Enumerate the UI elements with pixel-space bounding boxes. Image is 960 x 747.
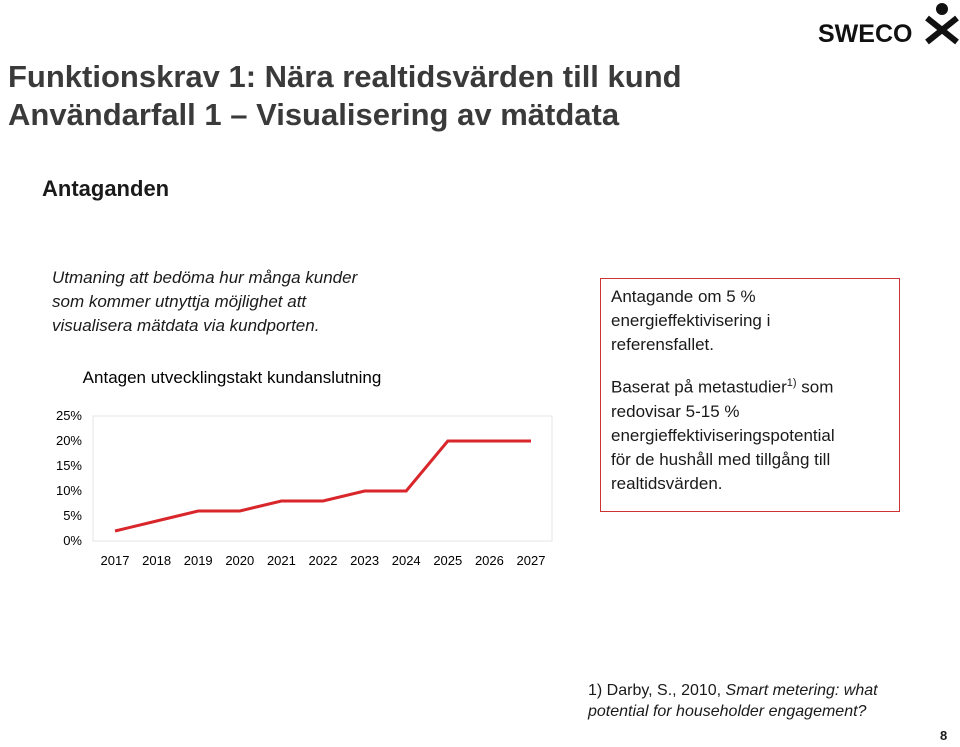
logo: SWECO [818,3,959,48]
y-tick-label: 0% [63,533,82,548]
text: 1) Darby, S., 2010, [588,682,726,699]
text-line: referensfallet. [611,335,714,354]
text-line: realtidsvärden. [611,473,723,493]
text-line: Antagande om 5 % [611,287,756,306]
y-tick-label: 25% [56,408,82,423]
x-tick-label: 2019 [184,553,213,568]
chart: Antagen utvecklingstakt kundanslutning 0… [56,368,553,568]
text-line: redovisar 5-15 % [611,401,740,421]
logo-text: SWECO [818,20,912,48]
logo-icon [936,3,948,15]
page-number: 8 [940,728,948,743]
x-tick-label: 2023 [350,553,379,568]
y-tick-label: 20% [56,433,82,448]
text-line: energieffektivisering i [611,311,771,330]
section-heading: Antaganden [42,176,170,201]
x-tick-label: 2022 [309,553,338,568]
x-tick-label: 2026 [475,553,504,568]
text: som [796,377,834,397]
title-line: Funktionskrav 1: Nära realtidsvärden til… [8,59,682,94]
chart-title: Antagen utvecklingstakt kundanslutning [83,368,382,387]
y-tick-label: 15% [56,458,82,473]
challenge: Utmaning att bedöma hur många kunder som … [52,266,357,338]
text: Smart metering: what [725,682,878,699]
text-line: visualisera mätdata via kundporten. [52,316,320,335]
info-box: Antagande om 5 % energieffektivisering i… [600,278,900,512]
text-line: energieffektiviseringspotential [611,425,835,445]
superscript: 1) [786,377,797,389]
x-tick-label: 2024 [392,553,421,568]
x-tick-label: 2021 [267,553,296,568]
title-line: Användarfall 1 – Visualisering av mätdat… [8,97,620,132]
x-tick-label: 2025 [433,553,462,568]
title: Funktionskrav 1: Nära realtidsvärden til… [8,58,682,134]
text-line: 1) Darby, S., 2010, Smart metering: what [588,680,878,701]
x-tick-label: 2020 [225,553,254,568]
text: potential for householder engagement? [588,703,867,720]
text-line: Utmaning att bedöma hur många kunder [52,268,358,287]
text-line: Baserat på metastudier1) som [611,371,899,400]
y-tick-label: 10% [56,483,82,498]
plot-frame [92,415,553,542]
text: Baserat på metastudier [611,377,787,397]
text-line: för de hushåll med tillgång till [611,449,831,469]
footnote: 1) Darby, S., 2010, Smart metering: what… [588,680,878,722]
logo-icon [925,15,959,45]
y-tick-label: 5% [63,508,82,523]
line [114,439,531,533]
x-tick-label: 2017 [101,553,130,568]
x-tick-label: 2027 [517,553,546,568]
text-line: som kommer utnyttja möjlighet att [52,292,307,311]
x-tick-label: 2018 [142,553,171,568]
